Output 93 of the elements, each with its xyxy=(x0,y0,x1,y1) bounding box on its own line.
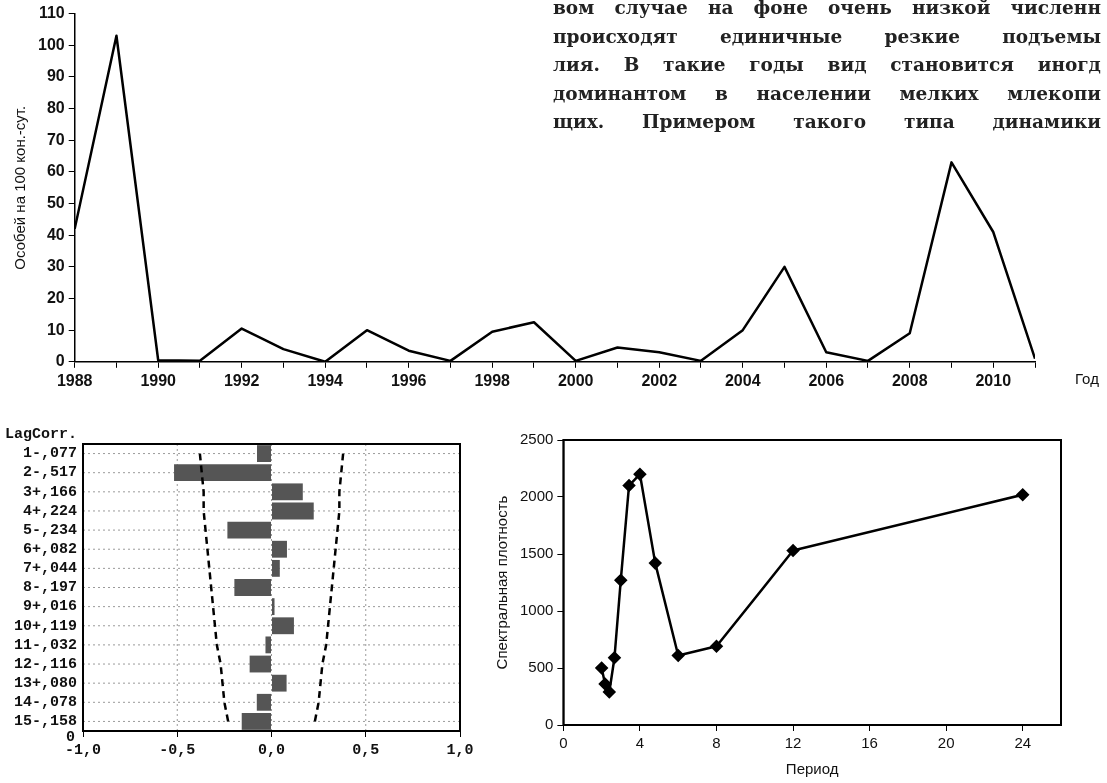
text: лия. В такие годы вид становится иногд xyxy=(553,54,1101,75)
bar xyxy=(174,464,272,482)
x-tick-label: 24 xyxy=(1014,734,1032,752)
x-tick-label: 0,0 xyxy=(258,741,286,759)
point xyxy=(608,651,621,664)
y-tick-label: 100 xyxy=(37,35,65,53)
y-tick-label: 60 xyxy=(46,162,65,180)
x-tick-label: 1988 xyxy=(56,371,93,389)
x-tick-label: 1994 xyxy=(307,371,344,389)
x-tick-label: 2008 xyxy=(891,371,928,389)
x-tick-label: 0 xyxy=(559,734,568,752)
x-tick-label: -1,0 xyxy=(65,741,102,759)
bar xyxy=(272,598,275,616)
bar xyxy=(272,540,287,558)
x-tick-label: 2004 xyxy=(724,371,761,389)
y-tick-label: 2000 xyxy=(519,487,554,505)
y-tick-label: 3+,166 xyxy=(22,483,78,501)
x-tick-label: 2002 xyxy=(641,371,678,389)
x-tick-label: 2010 xyxy=(975,371,1012,389)
bar xyxy=(272,617,294,635)
point xyxy=(633,467,647,481)
x-tick-label: 2000 xyxy=(557,371,594,389)
x-axis-title: Период xyxy=(785,760,839,778)
text: доминантом в населении мелких млекопи xyxy=(553,82,1101,104)
x-tick-label: 8 xyxy=(712,734,721,752)
text: щих. Примером такого типа динамики xyxy=(553,111,1101,132)
point xyxy=(1016,488,1029,501)
y-tick-label: 80 xyxy=(46,98,65,116)
point xyxy=(786,544,800,557)
y-tick-label: 70 xyxy=(46,130,65,148)
point xyxy=(614,573,628,587)
point xyxy=(598,677,612,691)
x-tick-label: 1990 xyxy=(140,371,177,389)
x-tick-label: 2006 xyxy=(808,371,845,389)
y-axis-title: Спектральная плотность xyxy=(493,495,511,670)
y-axis-title: Особей на 100 кон.-сут. xyxy=(11,105,29,270)
x-tick-label: 16 xyxy=(861,734,878,752)
x-tick-label: 12 xyxy=(784,734,802,752)
x-tick-label: 1996 xyxy=(390,371,427,389)
x-tick-label: 1992 xyxy=(223,371,260,389)
x-tick-label: 1,0 xyxy=(446,741,474,759)
y-tick-label: 4+,224 xyxy=(22,502,78,520)
y-tick-label: 11-,032 xyxy=(13,636,78,654)
bar xyxy=(256,693,272,711)
x-tick-label: -0,5 xyxy=(159,741,196,759)
bar xyxy=(272,559,280,577)
y-tick-label: 9+,016 xyxy=(22,598,78,616)
x-tick-label: 0,5 xyxy=(352,741,380,759)
point xyxy=(603,685,616,699)
point xyxy=(710,640,723,653)
bar xyxy=(265,636,272,654)
y-tick-label: 30 xyxy=(46,257,65,275)
y-tick-label: 2500 xyxy=(519,430,554,448)
y-tick-label: 13+,080 xyxy=(13,674,78,692)
y-tick-label: 10 xyxy=(46,320,65,338)
point xyxy=(622,479,636,492)
bar xyxy=(249,655,272,673)
x-tick-label: 1998 xyxy=(474,371,511,389)
bar xyxy=(272,674,287,692)
y-tick-label: 15-,158 xyxy=(13,713,78,731)
bar xyxy=(241,713,272,730)
point xyxy=(595,661,608,675)
y-tick-label: 50 xyxy=(46,193,65,211)
y-tick-label: 10+,119 xyxy=(13,617,78,635)
y-tick-label: 8-,197 xyxy=(22,579,78,597)
bar xyxy=(272,483,303,501)
y-tick-label: 1000 xyxy=(519,601,554,619)
x-axis-title: Год xyxy=(1075,369,1100,387)
point xyxy=(648,556,662,570)
y-tick-label: 12-,116 xyxy=(13,655,78,673)
y-tick-label: 14-,078 xyxy=(13,694,78,712)
x-tick-label: 20 xyxy=(937,734,955,752)
y-axis-title: LagCorr. xyxy=(4,425,78,443)
y-tick-label: 2-,517 xyxy=(22,464,78,482)
bar xyxy=(256,445,272,462)
point xyxy=(671,649,685,662)
y-tick-label: 0 xyxy=(55,352,65,370)
y-tick-label: 90 xyxy=(46,67,65,85)
y-tick-label: 7+,044 xyxy=(22,560,78,578)
text: происходят единичные резкие подъемы xyxy=(553,25,1101,47)
bar xyxy=(234,579,272,596)
x-tick-label: 4 xyxy=(635,734,645,752)
bar xyxy=(272,502,314,520)
bar xyxy=(227,521,272,539)
y-tick-label: 110 xyxy=(38,4,65,22)
y-tick-label: 500 xyxy=(528,658,554,676)
y-tick-label: 1500 xyxy=(519,544,554,562)
y-tick-label: 20 xyxy=(46,288,65,306)
y-tick-label: 6+,082 xyxy=(22,541,78,559)
y-tick-label: 5-,234 xyxy=(22,521,78,539)
y-tick-label: 40 xyxy=(46,225,65,243)
y-tick-label: 1-,077 xyxy=(22,445,78,463)
y-tick-label: 0 xyxy=(545,715,554,733)
